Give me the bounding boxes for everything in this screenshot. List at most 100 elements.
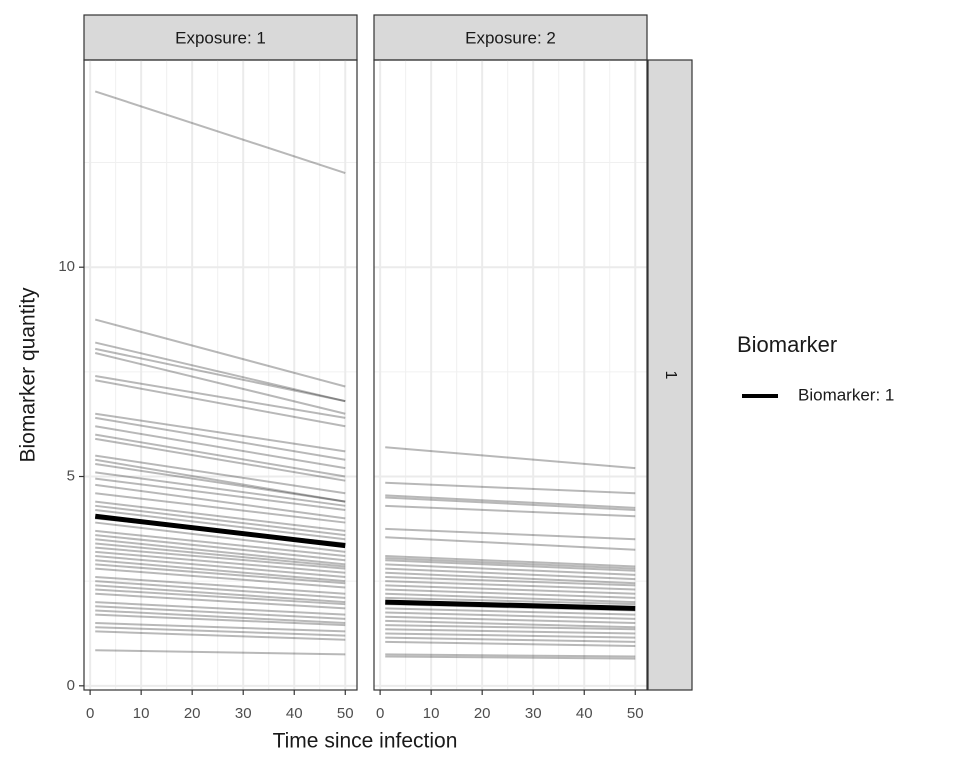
- data-line: [95, 575, 346, 595]
- data-line: [385, 615, 636, 625]
- data-line: [385, 640, 636, 648]
- x-tick-label: 10: [423, 705, 440, 722]
- data-line: [95, 477, 346, 511]
- data-line: [385, 559, 636, 572]
- data-line: [95, 538, 346, 566]
- data-line: [95, 592, 346, 610]
- data-line: [95, 509, 346, 541]
- data-line: [95, 416, 346, 461]
- data-line: [95, 483, 346, 520]
- data-line: [94, 318, 346, 388]
- data-line: [385, 611, 636, 620]
- data-line: [385, 636, 636, 643]
- data-line: [95, 563, 346, 585]
- data-line: [95, 379, 346, 428]
- data-line: [385, 494, 636, 509]
- x-tick-label: 50: [627, 705, 644, 722]
- x-tick-label: 10: [133, 705, 150, 722]
- data-line: [95, 567, 346, 589]
- data-line: [385, 655, 636, 660]
- data-line: [385, 536, 636, 551]
- legend-label: Biomarker: 1: [798, 385, 894, 404]
- data-line: [95, 555, 346, 578]
- data-line: [95, 613, 346, 627]
- x-tick-label: 40: [576, 705, 593, 722]
- data-line: [95, 550, 346, 574]
- data-line: [95, 588, 346, 606]
- data-line: [95, 559, 346, 583]
- x-tick-label: 40: [286, 705, 303, 722]
- data-line: [95, 534, 346, 562]
- y-tick-label: 10: [58, 258, 75, 275]
- data-line: [385, 496, 636, 511]
- data-line: [95, 412, 346, 453]
- strip-label: Exposure: 1: [175, 28, 266, 47]
- panel-border: [373, 59, 648, 691]
- data-line: [385, 571, 636, 585]
- data-line: [95, 492, 346, 524]
- data-line: [95, 580, 346, 599]
- y-tick-label: 5: [67, 467, 75, 484]
- strip: [83, 14, 358, 61]
- data-line: [385, 588, 636, 599]
- data-line: [95, 437, 346, 482]
- data-line: [385, 596, 636, 606]
- data-line: [95, 458, 346, 503]
- data-line: [95, 462, 346, 503]
- x-tick-label: 20: [184, 705, 201, 722]
- data-line: [385, 584, 636, 595]
- row-strip: [647, 59, 693, 691]
- data-line: [385, 446, 636, 470]
- data-line: [94, 341, 346, 403]
- x-tick-label: 0: [376, 705, 384, 722]
- data-line: [95, 425, 346, 470]
- data-line: [94, 352, 346, 415]
- y-tick-label: 0: [67, 677, 75, 694]
- data-line: [385, 504, 636, 518]
- data-line: [385, 632, 636, 639]
- data-line: [95, 471, 346, 507]
- x-tick-label: 50: [337, 705, 354, 722]
- data-line: [95, 601, 346, 616]
- mean-line: [94, 513, 346, 549]
- data-line: [95, 609, 346, 625]
- data-line: [95, 649, 346, 656]
- data-line: [385, 624, 636, 631]
- data-line: [385, 653, 636, 658]
- row-strip-label: 1: [662, 371, 679, 380]
- data-line: [385, 575, 636, 587]
- data-line: [385, 527, 636, 541]
- data-line: [385, 563, 636, 576]
- data-line: [95, 626, 346, 637]
- data-line: [385, 607, 636, 616]
- data-line: [385, 567, 636, 581]
- data-line: [385, 628, 636, 635]
- data-line: [95, 347, 346, 403]
- data-line: [95, 375, 346, 419]
- data-line: [94, 90, 346, 174]
- mean-line: [385, 599, 636, 611]
- data-line: [95, 584, 346, 604]
- data-line: [385, 481, 636, 495]
- strip: [373, 14, 648, 61]
- data-line: [95, 630, 346, 641]
- data-line: [385, 555, 636, 568]
- data-line: [385, 592, 636, 604]
- x-tick-label: 0: [86, 705, 94, 722]
- x-tick-label: 30: [235, 705, 252, 722]
- data-line: [95, 504, 346, 537]
- data-line: [95, 605, 346, 620]
- x-tick-label: 30: [525, 705, 542, 722]
- x-tick-label: 20: [474, 705, 491, 722]
- data-line: [95, 433, 346, 478]
- data-line: [95, 529, 346, 558]
- data-line: [385, 619, 636, 629]
- data-line: [95, 521, 346, 553]
- data-line: [385, 557, 636, 570]
- data-line: [385, 580, 636, 591]
- legend-title: Biomarker: [737, 332, 837, 357]
- data-line: [95, 500, 346, 532]
- y-axis-title: Biomarker quantity: [17, 287, 40, 463]
- data-line: [95, 542, 346, 568]
